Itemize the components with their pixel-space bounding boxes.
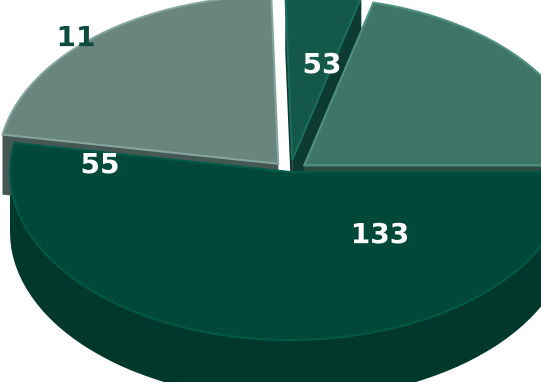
slice-value-label: 53 [303,47,342,80]
slice-55 [1,0,280,165]
slice-133 [9,141,541,341]
slice-value-label: 55 [81,147,120,180]
slice-side [10,172,541,387]
slice-labels-layer: 133 55 11 53 [57,20,410,250]
slice-value-label: 11 [57,20,96,53]
slice-53 [302,1,541,167]
slice-tops-layer [1,0,541,341]
slice-11 [284,0,362,161]
slice-value-label: 133 [351,217,409,250]
